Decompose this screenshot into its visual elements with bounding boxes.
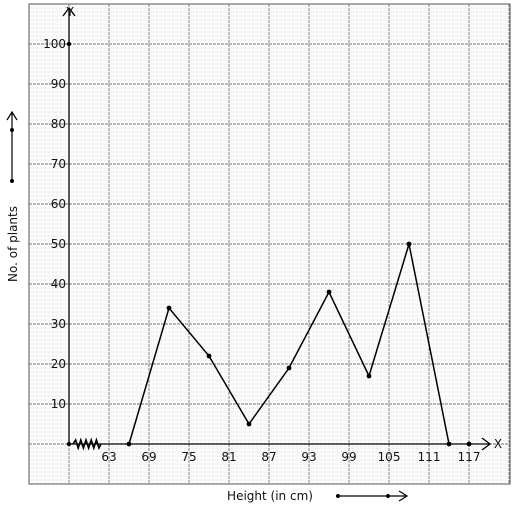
data-point bbox=[206, 353, 212, 359]
x-tick-label: 93 bbox=[301, 450, 316, 464]
axis-end-point bbox=[466, 441, 472, 447]
axes bbox=[62, 6, 492, 451]
x-scale-indicator-dot bbox=[386, 494, 390, 498]
x-tick-label: 111 bbox=[418, 450, 441, 464]
data-point bbox=[246, 421, 252, 427]
series-polygon bbox=[126, 241, 472, 447]
y-axis-top-dot bbox=[66, 41, 72, 47]
x-tick-label: 117 bbox=[458, 450, 481, 464]
x-axis-break-zigzag bbox=[72, 437, 102, 451]
data-point bbox=[446, 441, 452, 447]
y-scale-indicator-dot bbox=[10, 179, 14, 183]
x-tick-label: 81 bbox=[221, 450, 236, 464]
data-point bbox=[406, 241, 412, 247]
y-tick-label: 70 bbox=[51, 157, 66, 171]
data-point bbox=[286, 365, 292, 371]
scale-indicators bbox=[6, 110, 409, 502]
y-tick-label: 50 bbox=[51, 237, 66, 251]
y-tick-label: 80 bbox=[51, 117, 66, 131]
y-tick-label: 90 bbox=[51, 77, 66, 91]
y-axis-letter: Y bbox=[65, 5, 74, 19]
data-point bbox=[326, 289, 332, 295]
y-axis-arrow bbox=[62, 6, 76, 17]
x-tick-label: 69 bbox=[141, 450, 156, 464]
x-scale-indicator-arrow bbox=[398, 490, 409, 502]
x-axis-title: Height (in cm) bbox=[227, 489, 313, 503]
x-scale-indicator-dot bbox=[336, 494, 340, 498]
y-tick-label: 40 bbox=[51, 277, 66, 291]
x-axis-arrow bbox=[481, 437, 492, 451]
x-tick-label: 75 bbox=[181, 450, 196, 464]
data-point bbox=[126, 441, 132, 447]
x-tick-label: 105 bbox=[378, 450, 401, 464]
graph-border bbox=[28, 3, 511, 485]
y-axis-title: No. of plants bbox=[6, 206, 20, 282]
grid bbox=[28, 3, 511, 485]
y-tick-label: 100 bbox=[43, 37, 66, 51]
x-axis-letter: X bbox=[494, 437, 502, 451]
data-point bbox=[166, 305, 172, 311]
y-tick-label: 20 bbox=[51, 357, 66, 371]
y-scale-indicator-arrow bbox=[6, 110, 18, 121]
tick-labels: 63 69 75 81 87 93 99 105 111 117 10 20 30 40 50 60 70 80 9… bbox=[43, 37, 480, 464]
y-tick-label: 30 bbox=[51, 317, 66, 331]
origin-dot bbox=[66, 441, 72, 447]
x-tick-label: 87 bbox=[261, 450, 276, 464]
x-tick-label: 99 bbox=[341, 450, 356, 464]
x-tick-label: 63 bbox=[101, 450, 116, 464]
y-tick-label: 60 bbox=[51, 197, 66, 211]
data-point bbox=[366, 373, 372, 379]
y-tick-label: 10 bbox=[51, 397, 66, 411]
y-scale-indicator-dot bbox=[10, 128, 14, 132]
